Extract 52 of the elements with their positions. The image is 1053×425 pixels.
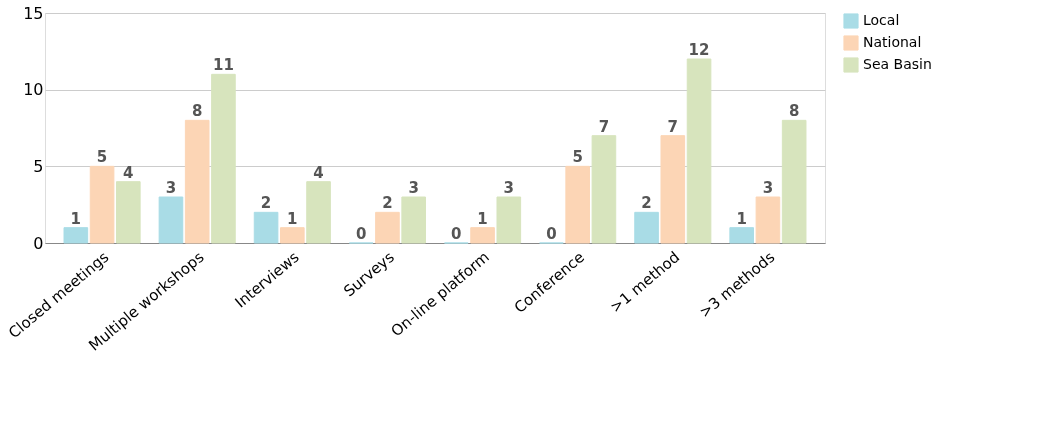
data-label: 0: [546, 225, 557, 243]
bar: [280, 227, 305, 244]
bar: [686, 58, 712, 244]
data-label: 3: [503, 179, 515, 197]
data-label: 8: [788, 102, 800, 121]
bar: [401, 196, 426, 244]
bar: [660, 135, 686, 244]
data-label: 5: [572, 148, 583, 167]
bar: [496, 196, 522, 244]
data-label: 1: [477, 209, 488, 228]
data-label: 11: [213, 56, 234, 75]
data-label: 3: [165, 179, 177, 197]
bar: [781, 119, 807, 244]
bar: [89, 165, 115, 244]
data-label: 0: [451, 225, 462, 243]
data-label: 2: [641, 194, 652, 213]
data-label: 2: [382, 194, 393, 213]
bar: [63, 227, 89, 244]
bar: [116, 181, 141, 244]
data-label: 5: [96, 148, 108, 167]
bar: [729, 227, 754, 244]
bar: [306, 181, 331, 244]
data-label: 0: [355, 225, 367, 243]
legend-label: Local: [863, 12, 900, 28]
data-label: 1: [287, 209, 298, 228]
bar: [184, 119, 210, 244]
data-label: 4: [313, 163, 324, 182]
bar: [470, 227, 495, 244]
data-label: 8: [191, 102, 203, 121]
data-label: 3: [762, 179, 774, 197]
bar: [158, 196, 184, 244]
y-tick-label: 15: [23, 3, 44, 23]
bar: [375, 211, 400, 244]
legend-label: Sea Basin: [863, 56, 932, 72]
y-tick-label: 0: [33, 233, 44, 253]
y-tick-label: 10: [23, 80, 44, 100]
data-label: 1: [70, 209, 82, 228]
data-label: 7: [598, 117, 610, 136]
bar: [253, 211, 279, 244]
legend-label: National: [863, 34, 922, 50]
y-tick-label: 5: [33, 156, 44, 176]
data-label: 12: [688, 41, 710, 59]
bar: [565, 165, 590, 244]
bar: [211, 73, 236, 244]
data-label: 4: [123, 163, 134, 182]
bar: [634, 211, 659, 244]
data-label: 2: [260, 194, 272, 213]
data-label: 7: [667, 117, 679, 136]
bar: [755, 196, 781, 244]
bar: [591, 135, 617, 244]
data-label: 3: [408, 179, 419, 197]
data-label: 1: [736, 209, 747, 228]
